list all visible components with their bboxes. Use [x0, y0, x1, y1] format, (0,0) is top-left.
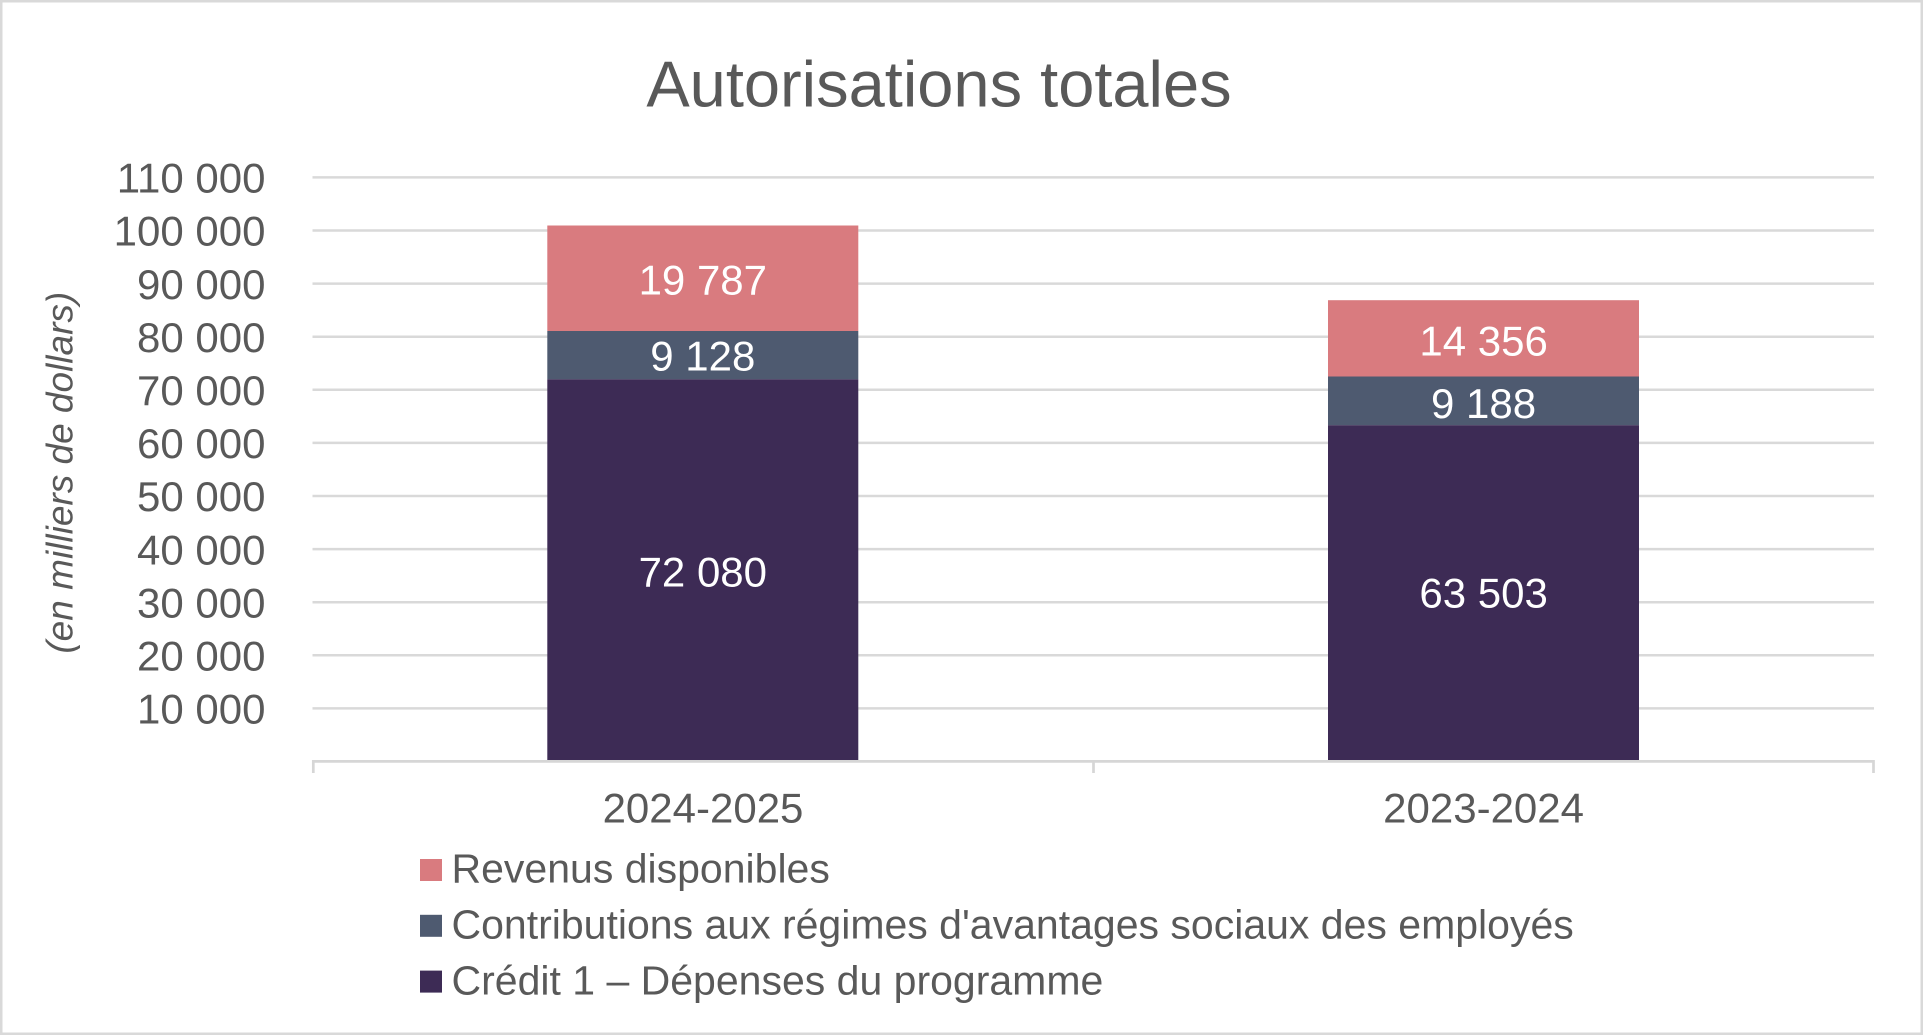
svg-text:10 000: 10 000	[137, 686, 265, 733]
svg-text:Contributions aux régimes d'av: Contributions aux régimes d'avantages so…	[452, 902, 1574, 948]
svg-text:63 503: 63 503	[1419, 570, 1547, 617]
svg-text:30 000: 30 000	[137, 579, 265, 626]
svg-text:9 188: 9 188	[1431, 380, 1536, 427]
svg-text:14 356: 14 356	[1419, 317, 1547, 364]
svg-text:90 000: 90 000	[137, 261, 265, 308]
svg-text:50 000: 50 000	[137, 473, 265, 520]
svg-text:70 000: 70 000	[137, 367, 265, 414]
svg-text:100 000: 100 000	[114, 208, 266, 255]
svg-text:(en milliers de dollars): (en milliers de dollars)	[40, 292, 81, 654]
svg-text:2024-2025: 2024-2025	[603, 785, 804, 832]
svg-text:Crédit 1 – Dépenses du program: Crédit 1 – Dépenses du programme	[452, 957, 1104, 1003]
svg-text:19 787: 19 787	[639, 257, 767, 304]
svg-text:72 080: 72 080	[639, 548, 767, 595]
svg-text:60 000: 60 000	[137, 420, 265, 467]
svg-text:2023-2024: 2023-2024	[1383, 785, 1584, 832]
svg-text:9 128: 9 128	[650, 333, 755, 380]
svg-text:20 000: 20 000	[137, 633, 265, 680]
svg-text:Autorisations totales: Autorisations totales	[646, 48, 1231, 121]
svg-text:110 000: 110 000	[117, 155, 266, 202]
svg-text:40 000: 40 000	[137, 526, 265, 573]
svg-text:Revenus disponibles: Revenus disponibles	[452, 846, 830, 892]
svg-text:80 000: 80 000	[137, 314, 265, 361]
